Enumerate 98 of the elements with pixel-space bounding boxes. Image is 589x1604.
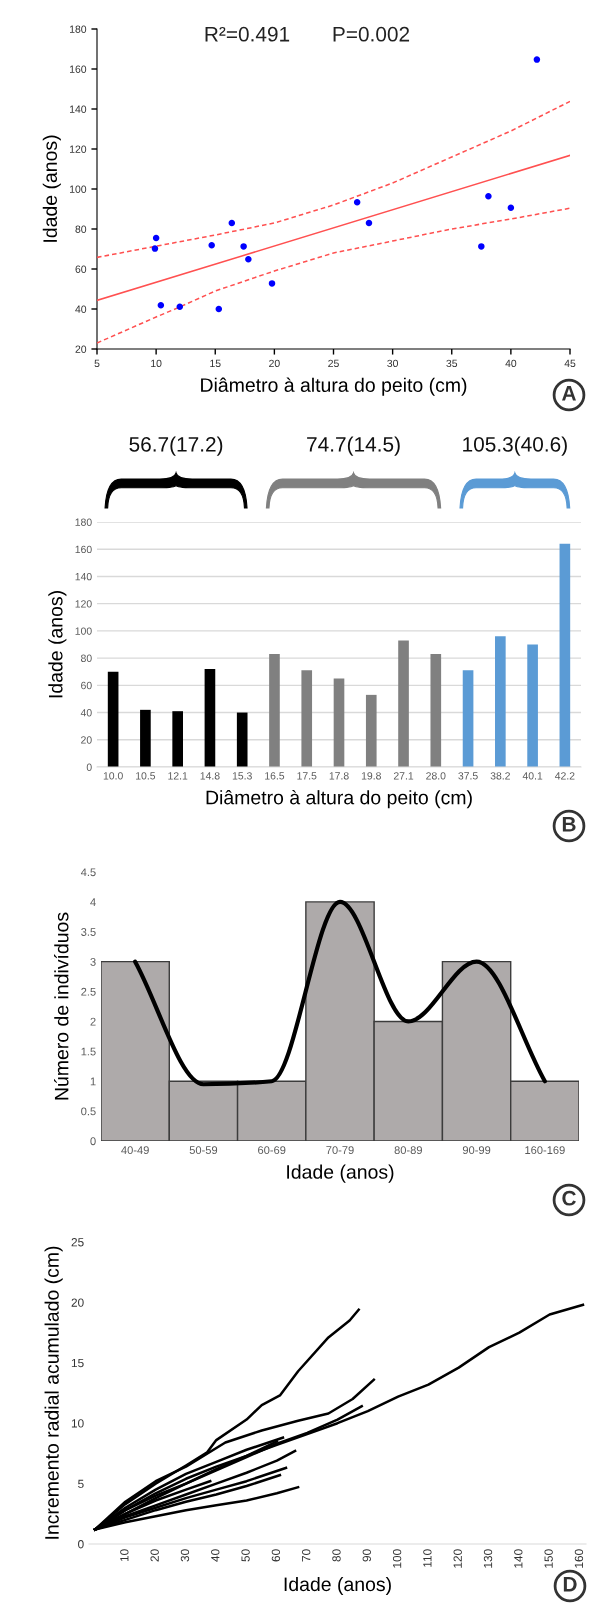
- x-axis-title: Idade (anos): [284, 1576, 391, 1596]
- y-tick-label: 3.5: [81, 928, 96, 936]
- y-tick-label: 1.5: [81, 1047, 96, 1056]
- y-tick-label: 100: [75, 627, 92, 635]
- x-tick-label: 15.3: [232, 772, 252, 780]
- y-tick-label: 2: [90, 1017, 96, 1026]
- x-tick-label: 120: [453, 1549, 462, 1568]
- x-tick-label: 70: [302, 1549, 311, 1562]
- y-axis-title: Idade (anos): [48, 591, 67, 698]
- x-tick-label: 100: [392, 1549, 402, 1568]
- y-tick-label: 4: [90, 898, 96, 906]
- x-tick-label: 150: [544, 1549, 553, 1568]
- y-tick-label: 0: [86, 763, 92, 771]
- annotation: P=0.002: [333, 26, 410, 42]
- y-tick-label: 80: [75, 225, 87, 233]
- x-tick-label: 50-59: [189, 1146, 218, 1155]
- y-tick-label: 0.5: [81, 1107, 96, 1116]
- x-tick-label: 37.5: [458, 772, 478, 780]
- x-tick-label: 130: [483, 1549, 493, 1568]
- x-tick-label: 90: [362, 1549, 371, 1562]
- y-tick-label: 80: [81, 654, 92, 662]
- text: 74.7(14.5): [307, 436, 400, 456]
- y-axis-title: Idade (anos): [42, 135, 61, 242]
- x-tick-label: 40.1: [522, 772, 543, 780]
- x-tick-label: 40-49: [121, 1146, 149, 1155]
- y-axis-title: Incremento radial acumulado (cm): [44, 1246, 63, 1539]
- x-tick-label: 140: [514, 1549, 523, 1568]
- y-tick-label: 25: [71, 1238, 84, 1247]
- x-axis-title: Diâmetro à altura do peito (cm): [206, 789, 472, 809]
- y-tick-label: 180: [75, 518, 92, 526]
- x-tick-label: 10: [120, 1549, 129, 1562]
- y-tick-label: 3: [90, 957, 96, 966]
- y-tick-label: 20: [71, 1298, 84, 1307]
- text: 56.7(17.2): [129, 436, 223, 456]
- y-tick-label: 15: [71, 1358, 84, 1368]
- y-tick-label: 10: [71, 1419, 84, 1428]
- annotation: R²=0.491: [205, 26, 290, 42]
- x-tick-label: 35: [446, 359, 458, 368]
- y-tick-label: 0: [90, 1137, 96, 1146]
- x-tick-label: 160: [574, 1549, 584, 1568]
- x-tick-label: 10.0: [103, 772, 123, 780]
- x-tick-label: 27.1: [393, 772, 414, 780]
- x-tick-label: 60: [271, 1549, 281, 1562]
- y-tick-label: 0: [78, 1540, 84, 1549]
- x-axis-title: Diâmetro à altura do peito (cm): [201, 377, 467, 396]
- y-tick-label: 120: [70, 145, 87, 153]
- x-tick-label: 50: [241, 1549, 250, 1562]
- x-tick-label: 110: [423, 1549, 432, 1567]
- text: D: [563, 1577, 577, 1592]
- text: A: [561, 386, 576, 401]
- y-tick-label: 20: [81, 736, 92, 744]
- y-tick-label: 40: [80, 709, 92, 717]
- x-tick-label: 14.8: [200, 772, 220, 780]
- x-tick-label: 60-69: [258, 1146, 286, 1155]
- x-tick-label: 45: [564, 359, 576, 368]
- x-tick-label: 90-99: [462, 1146, 491, 1155]
- text: B: [562, 817, 576, 832]
- y-tick-label: 20: [75, 345, 87, 353]
- x-tick-label: 30: [180, 1549, 190, 1562]
- y-tick-label: 1: [90, 1077, 96, 1086]
- x-tick-label: 12.1: [168, 772, 188, 780]
- x-tick-label: 10.5: [136, 772, 156, 780]
- x-tick-label: 17.5: [297, 772, 317, 780]
- text: C: [562, 1190, 576, 1206]
- x-tick-label: 15: [210, 359, 221, 368]
- y-tick-label: 120: [75, 600, 92, 608]
- x-tick-label: 30: [387, 359, 399, 368]
- y-tick-label: 2.5: [81, 987, 96, 996]
- y-tick-label: 160: [70, 65, 87, 73]
- x-axis-title: Idade (anos): [287, 1164, 394, 1183]
- y-tick-label: 4.5: [80, 868, 96, 877]
- y-tick-label: 60: [75, 265, 87, 273]
- y-tick-label: 140: [75, 572, 92, 581]
- x-tick-label: 10: [151, 359, 162, 368]
- x-tick-label: 80: [332, 1549, 341, 1562]
- x-tick-label: 16.5: [265, 772, 285, 780]
- x-tick-label: 28.0: [426, 772, 446, 780]
- x-tick-label: 160-169: [525, 1146, 565, 1155]
- y-tick-label: 180: [70, 25, 87, 33]
- y-tick-label: 100: [70, 185, 87, 193]
- x-tick-label: 17.8: [329, 772, 349, 780]
- y-tick-label: 160: [75, 545, 92, 554]
- y-tick-label: 5: [78, 1479, 84, 1488]
- x-tick-label: 42.2: [554, 772, 575, 780]
- y-tick-label: 60: [81, 681, 92, 690]
- x-tick-label: 25: [328, 359, 339, 368]
- y-axis-title: Número de indivíduos: [54, 912, 69, 1100]
- x-tick-label: 20: [269, 359, 280, 368]
- x-tick-label: 19.8: [361, 772, 381, 780]
- y-tick-label: 40: [75, 305, 87, 313]
- x-tick-label: 40: [211, 1549, 220, 1562]
- x-tick-label: 40: [505, 359, 517, 368]
- x-tick-label: 20: [150, 1549, 159, 1562]
- y-tick-label: 140: [70, 105, 87, 113]
- text: 105.3(40.6): [463, 436, 567, 456]
- x-tick-label: 70-79: [326, 1146, 354, 1155]
- x-tick-label: 38.2: [490, 772, 510, 780]
- x-tick-label: 80-89: [394, 1146, 422, 1155]
